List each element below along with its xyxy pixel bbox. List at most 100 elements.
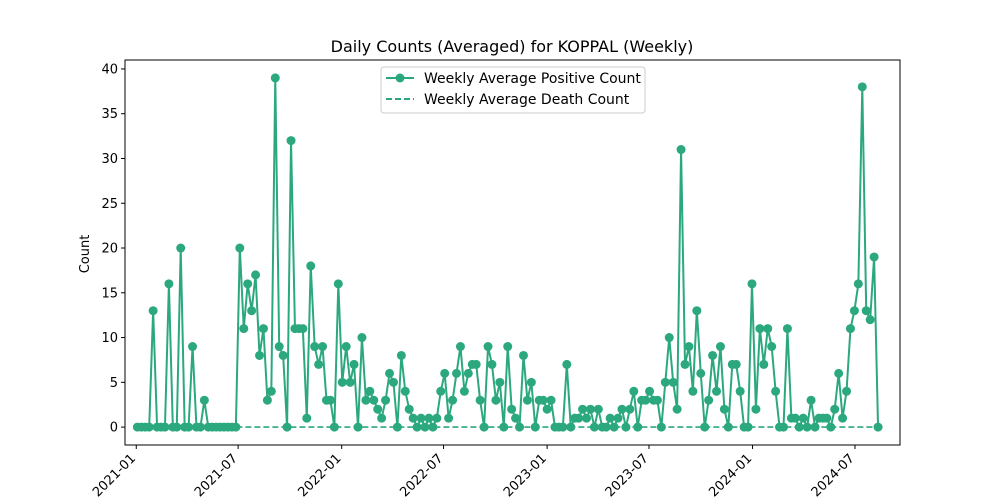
series-positive-point — [463, 368, 473, 378]
series-positive-point — [692, 306, 702, 316]
series-positive-point — [530, 422, 540, 432]
series-positive-point — [511, 413, 521, 423]
series-positive-point — [779, 422, 788, 432]
series-positive-point — [771, 386, 781, 396]
series-positive-point — [199, 395, 209, 405]
series-positive-point — [708, 350, 718, 360]
series-positive-point — [676, 145, 686, 155]
series-positive-point — [731, 359, 741, 369]
series-positive-point — [392, 422, 402, 432]
x-tick-label: 2023-07 — [603, 451, 652, 500]
series-positive-point — [258, 324, 268, 334]
series-positive-point — [857, 82, 867, 92]
series-positive-point — [408, 413, 418, 423]
series-positive-point — [684, 342, 694, 352]
series-positive-point — [404, 404, 414, 414]
series-positive-point — [526, 377, 536, 387]
x-tick-label: 2022-01 — [295, 451, 344, 500]
series-positive-point — [231, 422, 241, 432]
series-positive-point — [444, 413, 454, 423]
series-positive-point — [459, 386, 469, 396]
y-tick-label: 40 — [101, 62, 118, 77]
series-positive-point — [522, 395, 532, 405]
y-tick-label: 25 — [101, 197, 118, 212]
series-positive-point — [176, 243, 186, 253]
series-positive-point — [751, 404, 761, 414]
series-positive-point — [621, 422, 631, 432]
series-positive-point — [589, 422, 599, 432]
y-tick-label: 10 — [101, 331, 118, 346]
series-positive-point — [357, 333, 367, 343]
series-positive-point — [424, 413, 434, 423]
series-positive-line — [137, 76, 880, 429]
series-positive-point — [270, 73, 280, 83]
series-positive-point — [400, 386, 410, 396]
series-positive-point — [633, 422, 643, 432]
series-positive-point — [865, 315, 875, 325]
series-positive-point — [700, 422, 710, 432]
y-axis-label: Count — [78, 235, 93, 274]
series-positive-point — [471, 359, 481, 369]
series-positive-point — [652, 395, 662, 405]
series-positive-point — [515, 422, 525, 432]
series-positive-point — [503, 342, 513, 352]
series-positive-point — [188, 342, 198, 352]
series-positive-point — [164, 279, 174, 289]
y-tick-label: 30 — [101, 152, 118, 167]
series-positive-point — [715, 342, 725, 352]
series-positive-point — [388, 377, 398, 387]
series-positive-point — [436, 386, 446, 396]
series-positive-point — [605, 413, 615, 423]
series-positive-point — [763, 324, 773, 334]
series-positive-point — [385, 368, 395, 378]
x-tick-label: 2021-07 — [192, 451, 241, 500]
series-positive-point — [298, 324, 308, 334]
series-positive-point — [609, 422, 619, 432]
series-positive-point — [755, 324, 765, 334]
series-positive-point — [365, 386, 375, 396]
series-positive-point — [251, 270, 261, 280]
x-tick-label: 2021-01 — [90, 451, 139, 500]
series-positive-point — [719, 404, 729, 414]
series-positive-point — [806, 395, 816, 405]
series-positive-point — [262, 395, 272, 405]
series-positive-point — [538, 395, 548, 405]
series-positive-point — [495, 377, 505, 387]
series-positive-point — [574, 413, 584, 423]
series-positive-point — [680, 359, 690, 369]
series-positive-point — [416, 413, 426, 423]
series-positive-point — [830, 404, 840, 414]
series-positive-point — [593, 404, 603, 414]
series-positive-point — [625, 404, 635, 414]
series-positive-point — [546, 395, 556, 405]
plot-frame — [124, 59, 901, 446]
series-positive-point — [452, 368, 461, 378]
series-positive-point — [790, 413, 800, 423]
series-positive-point — [341, 342, 351, 352]
series-positive-point — [767, 342, 777, 352]
series-positive-point — [455, 342, 465, 352]
y-tick-label: 0 — [110, 421, 118, 436]
series-positive-point — [664, 333, 674, 343]
x-tick-label: 2024-01 — [706, 451, 755, 500]
series-positive-point — [255, 350, 265, 360]
series-positive-point — [369, 395, 379, 405]
legend: Weekly Average Positive Count Weekly Ave… — [380, 66, 646, 114]
series-positive-point — [195, 422, 205, 432]
series-positive-point — [794, 422, 804, 432]
series-positive-point — [172, 422, 182, 432]
series-positive-point — [759, 359, 769, 369]
series-positive-point — [578, 404, 588, 414]
series-positive-point — [743, 422, 753, 432]
series-positive-point — [810, 422, 820, 432]
series-positive-point — [558, 422, 568, 432]
series-positive-point — [688, 386, 698, 396]
series-positive-point — [562, 359, 572, 369]
series-positive-point — [144, 422, 154, 432]
x-tick-label: 2024-07 — [809, 451, 858, 500]
series-positive-point — [704, 395, 714, 405]
series-positive-point — [377, 413, 387, 423]
series-positive-point — [282, 422, 292, 432]
series-positive-point — [337, 377, 347, 387]
series-positive-point — [345, 377, 355, 387]
